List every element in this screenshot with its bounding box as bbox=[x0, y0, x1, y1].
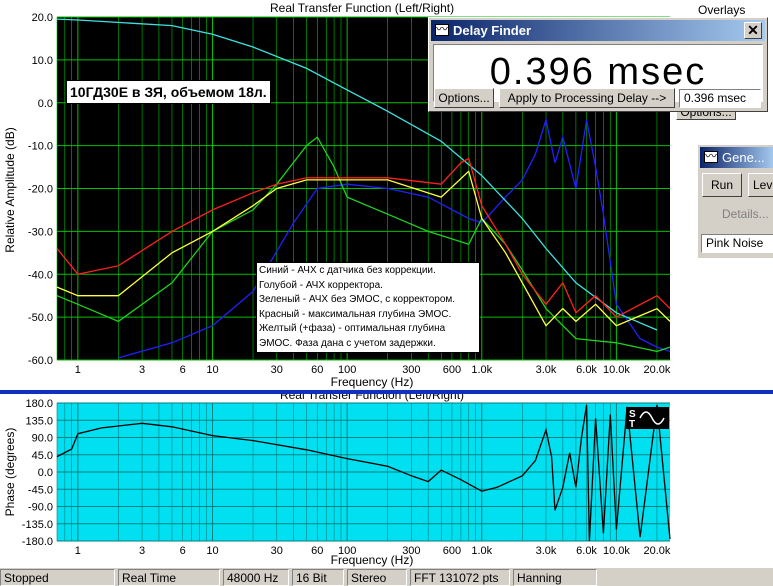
svg-text:S: S bbox=[629, 409, 636, 420]
waveform-icon bbox=[704, 147, 718, 164]
y-tick-label: 90.0 bbox=[32, 433, 53, 445]
x-tick-label: 20.0k bbox=[643, 364, 670, 376]
overlays-menu[interactable]: Overlays bbox=[698, 3, 746, 17]
generator-run-button[interactable]: Run bbox=[702, 173, 742, 197]
status-state: Stopped bbox=[0, 569, 115, 586]
x-tick-label: 6 bbox=[180, 364, 186, 376]
amplitude-xlabel: Frequency (Hz) bbox=[331, 375, 414, 389]
legend-line: Зеленый - АЧХ без ЭМОС, с корректором. bbox=[259, 294, 456, 305]
legend-line: Желтый (+фаза) - оптимальная глубина bbox=[259, 323, 446, 334]
phase-plot-title: Real Transfer Function (Left/Right) bbox=[280, 394, 464, 402]
status-fft: FFT 131072 pts bbox=[410, 569, 510, 586]
legend-box: Синий - АЧХ с датчика без коррекции. Гол… bbox=[256, 262, 480, 353]
x-tick-label: 100 bbox=[338, 364, 356, 376]
y-tick-label: 135.0 bbox=[25, 415, 53, 427]
x-tick-label: 600 bbox=[443, 545, 461, 557]
status-mode: Real Time bbox=[118, 569, 220, 586]
phase-ylabel: Phase (degrees) bbox=[3, 428, 17, 517]
y-tick-label: 0.0 bbox=[38, 98, 53, 110]
y-tick-label: 45.0 bbox=[32, 450, 53, 462]
generator-titlebar[interactable]: Gene... bbox=[700, 147, 773, 168]
y-tick-label: 20.0 bbox=[32, 12, 53, 24]
status-channels: Stereo bbox=[347, 569, 407, 586]
delay-finder-window: Delay Finder ✕ 0.396 msec Options... App… bbox=[428, 17, 768, 112]
x-tick-label: 60 bbox=[311, 545, 323, 557]
x-tick-label: 1.0k bbox=[471, 545, 492, 557]
generator-level-button[interactable]: Lev bbox=[748, 173, 773, 197]
series-line-red bbox=[56, 157, 671, 318]
x-tick-label: 10 bbox=[206, 364, 218, 376]
series-line-black bbox=[56, 404, 671, 542]
x-tick-label: 10.0k bbox=[603, 364, 630, 376]
y-tick-label: -40.0 bbox=[28, 269, 53, 281]
status-window: Hanning bbox=[513, 569, 597, 586]
apply-delay-button[interactable]: Apply to Processing Delay --> bbox=[499, 88, 675, 108]
x-tick-label: 30 bbox=[271, 364, 283, 376]
delay-finder-titlebar[interactable]: Delay Finder ✕ bbox=[431, 20, 765, 41]
x-tick-label: 1.0k bbox=[471, 364, 492, 376]
x-tick-label: 3 bbox=[139, 364, 145, 376]
y-tick-label: 10.0 bbox=[32, 55, 53, 67]
status-rate: 48000 Hz bbox=[223, 569, 289, 586]
delay-finder-title: Delay Finder bbox=[453, 23, 532, 38]
y-tick-label: -10.0 bbox=[28, 141, 53, 153]
y-tick-label: -60.0 bbox=[28, 355, 53, 367]
waveform-icon bbox=[435, 20, 449, 37]
svg-text:T: T bbox=[629, 419, 635, 430]
x-tick-label: 10.0k bbox=[603, 545, 630, 557]
pane-divider[interactable] bbox=[0, 390, 773, 394]
generator-signal-select[interactable]: Pink Noise bbox=[701, 234, 773, 253]
delay-value-field[interactable]: 0.396 msec bbox=[679, 89, 761, 108]
x-tick-label: 3.0k bbox=[536, 545, 557, 557]
x-tick-label: 20.0k bbox=[643, 545, 670, 557]
x-tick-label: 6.0k bbox=[576, 545, 597, 557]
close-icon[interactable]: ✕ bbox=[744, 22, 762, 39]
x-tick-label: 6.0k bbox=[576, 364, 597, 376]
x-tick-label: 10 bbox=[206, 545, 218, 557]
legend-line: Голубой - АЧХ корректора. bbox=[259, 279, 383, 291]
phase-xlabel: Frequency (Hz) bbox=[331, 553, 414, 567]
amplitude-ylabel: Relative Amplitude (dB) bbox=[3, 127, 17, 252]
delay-options-button[interactable]: Options... bbox=[434, 88, 494, 108]
x-tick-label: 30 bbox=[271, 545, 283, 557]
plot-annotation: 10ГД30Е в ЗЯ, объемом 18л. bbox=[66, 80, 271, 104]
legend-line: Красный - максимальная глубина ЭМОС. bbox=[259, 308, 452, 320]
x-tick-label: 1 bbox=[75, 545, 81, 557]
x-tick-label: 100 bbox=[338, 545, 356, 557]
x-tick-label: 300 bbox=[402, 545, 420, 557]
x-tick-label: 1 bbox=[75, 364, 81, 376]
x-tick-label: 60 bbox=[311, 364, 323, 376]
series-line-green bbox=[56, 136, 671, 353]
generator-window: Gene... Run Lev Details... Pink Noise bbox=[697, 144, 773, 259]
y-tick-label: -45.0 bbox=[28, 484, 53, 496]
y-tick-label: 0.0 bbox=[38, 467, 53, 479]
x-tick-label: 600 bbox=[443, 364, 461, 376]
smoothing-toggle-icon[interactable]: S T bbox=[626, 407, 669, 430]
series-line-blue bbox=[118, 117, 671, 359]
series-line-cyan bbox=[56, 18, 658, 331]
x-tick-label: 300 bbox=[402, 364, 420, 376]
phase-plot[interactable]: Real Transfer Function (Left/Right) 180.… bbox=[0, 394, 773, 567]
legend-line: ЭМОС. Фаза дана с учетом задержки. bbox=[259, 337, 436, 349]
status-bar: Stopped Real Time 48000 Hz 16 Bit Stereo… bbox=[0, 567, 773, 586]
x-tick-label: 6 bbox=[180, 545, 186, 557]
top-plot-title: Real Transfer Function (Left/Right) bbox=[270, 1, 455, 15]
y-tick-label: 180.0 bbox=[25, 398, 53, 410]
x-tick-label: 3.0k bbox=[536, 364, 557, 376]
generator-title: Gene... bbox=[722, 150, 765, 165]
status-bits: 16 Bit bbox=[292, 569, 344, 586]
legend-line: Синий - АЧХ с датчика без коррекции. bbox=[259, 265, 436, 276]
y-tick-label: -180.0 bbox=[22, 536, 53, 548]
y-tick-label: -30.0 bbox=[28, 226, 53, 238]
x-tick-label: 3 bbox=[139, 545, 145, 557]
y-tick-label: -135.0 bbox=[22, 519, 53, 531]
y-tick-label: -20.0 bbox=[28, 184, 53, 196]
generator-details-button[interactable]: Details... bbox=[722, 207, 769, 221]
series-line-yellow bbox=[56, 170, 671, 327]
y-tick-label: -90.0 bbox=[28, 502, 53, 514]
y-tick-label: -50.0 bbox=[28, 312, 53, 324]
